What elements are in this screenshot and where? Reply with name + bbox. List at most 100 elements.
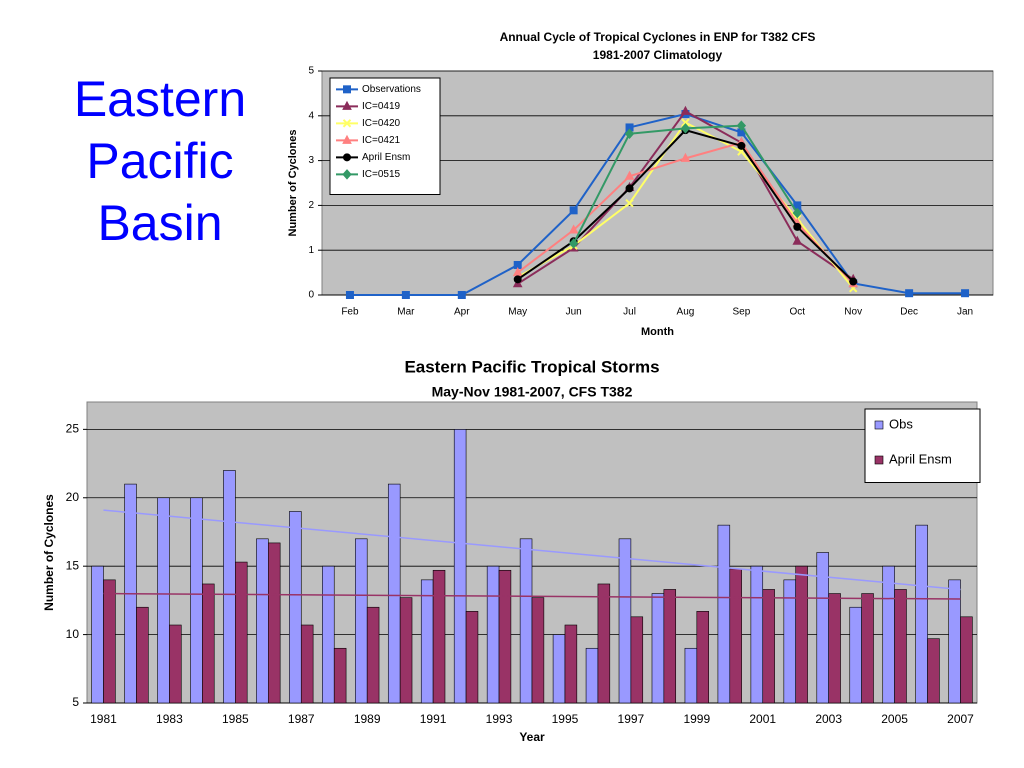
x-tick-label: 1995 <box>552 712 579 726</box>
y-tick-label: 15 <box>66 558 80 572</box>
marker <box>457 291 466 299</box>
x-tick-label: 1993 <box>486 712 513 726</box>
bar <box>663 589 677 704</box>
legend-label: Observations <box>362 84 421 95</box>
x-tick-label: 1983 <box>156 712 183 726</box>
bar <box>684 647 698 704</box>
bar <box>729 568 742 704</box>
x-axis-label: Year <box>519 730 545 744</box>
marker <box>568 224 579 234</box>
y-tick-label: 20 <box>66 490 80 504</box>
x-tick-label: Jun <box>566 307 582 318</box>
legend-marker <box>343 85 351 94</box>
legend-marker <box>342 169 352 180</box>
bar <box>915 524 928 704</box>
trend-line <box>103 592 961 600</box>
bar <box>420 579 434 704</box>
bar <box>651 593 665 704</box>
marker <box>345 291 354 299</box>
legend-label: Obs <box>889 416 913 431</box>
y-axis-label: Number of Cyclones <box>287 130 299 237</box>
x-tick-label: 1981 <box>90 712 117 726</box>
bar <box>519 538 533 704</box>
legend-label: IC=0420 <box>362 118 401 129</box>
y-tick-label: 3 <box>308 155 314 166</box>
bar <box>399 597 413 704</box>
chart-title: Eastern Pacific Tropical Storms <box>404 357 659 376</box>
chart-title: Annual Cycle of Tropical Cyclones in ENP… <box>500 30 816 44</box>
bar <box>289 511 302 704</box>
marker <box>625 198 634 208</box>
marker <box>681 118 690 127</box>
bar <box>762 589 775 704</box>
legend-marker <box>342 100 352 110</box>
x-tick-label: 2007 <box>947 712 974 726</box>
x-tick-label: Feb <box>341 307 359 318</box>
x-tick-label: 1991 <box>420 712 447 726</box>
x-tick-label: 2005 <box>881 712 908 726</box>
chart-subtitle: May-Nov 1981-2007, CFS T382 <box>432 384 633 400</box>
marker <box>680 152 691 162</box>
marker <box>680 105 691 115</box>
x-tick-label: Apr <box>454 307 470 318</box>
marker <box>905 289 914 298</box>
bar <box>136 606 149 704</box>
bar <box>630 616 644 704</box>
x-tick-label: May <box>508 307 527 318</box>
legend-label: IC=0419 <box>362 101 401 112</box>
bar <box>849 606 862 704</box>
legend-swatch <box>874 420 884 430</box>
legend-label: IC=0515 <box>362 169 401 180</box>
marker <box>737 141 746 150</box>
bar <box>465 611 479 704</box>
bar <box>552 634 566 704</box>
bar <box>387 483 401 704</box>
legend-swatch <box>874 455 884 465</box>
bar <box>960 616 973 704</box>
y-tick-label: 5 <box>308 66 314 77</box>
marker <box>736 120 747 131</box>
trend-line <box>103 509 961 591</box>
marker <box>792 235 803 245</box>
marker <box>680 123 691 134</box>
slide-title: Eastern Pacific Basin <box>73 71 247 251</box>
x-tick-label: 1985 <box>222 712 249 726</box>
bar <box>894 589 907 704</box>
x-tick-label: Oct <box>790 307 806 318</box>
marker <box>792 207 802 219</box>
bar <box>355 538 368 704</box>
x-tick-label: Nov <box>844 307 862 318</box>
legend-marker <box>342 119 352 128</box>
y-tick-label: 5 <box>72 695 79 709</box>
bar <box>453 429 467 704</box>
bar <box>618 538 632 704</box>
bar <box>432 569 446 704</box>
bar <box>696 611 709 704</box>
marker <box>625 184 634 193</box>
legend-label: IC=0421 <box>362 135 401 146</box>
bar <box>256 538 269 704</box>
bar <box>486 565 500 704</box>
bar <box>498 569 512 704</box>
bar <box>202 583 215 704</box>
marker <box>624 170 635 180</box>
legend-marker <box>342 134 352 144</box>
chart-subtitle: 1981-2007 Climatology <box>593 48 723 62</box>
marker <box>568 238 579 249</box>
bar <box>816 552 829 704</box>
y-tick-label: 2 <box>308 200 314 211</box>
x-tick-label: 1987 <box>288 712 315 726</box>
y-tick-label: 25 <box>66 422 80 436</box>
legend-label: April Ensm <box>889 451 952 466</box>
bar <box>585 647 599 704</box>
y-tick-label: 4 <box>308 110 314 121</box>
bar <box>235 561 248 704</box>
y-tick-label: 1 <box>308 245 314 256</box>
y-tick-label: 10 <box>66 627 80 641</box>
legend-label: April Ensm <box>362 152 410 163</box>
marker <box>569 206 578 215</box>
y-axis-label: Number of Cyclones <box>42 494 56 611</box>
bar <box>190 497 203 704</box>
y-tick-label: 0 <box>308 290 314 301</box>
